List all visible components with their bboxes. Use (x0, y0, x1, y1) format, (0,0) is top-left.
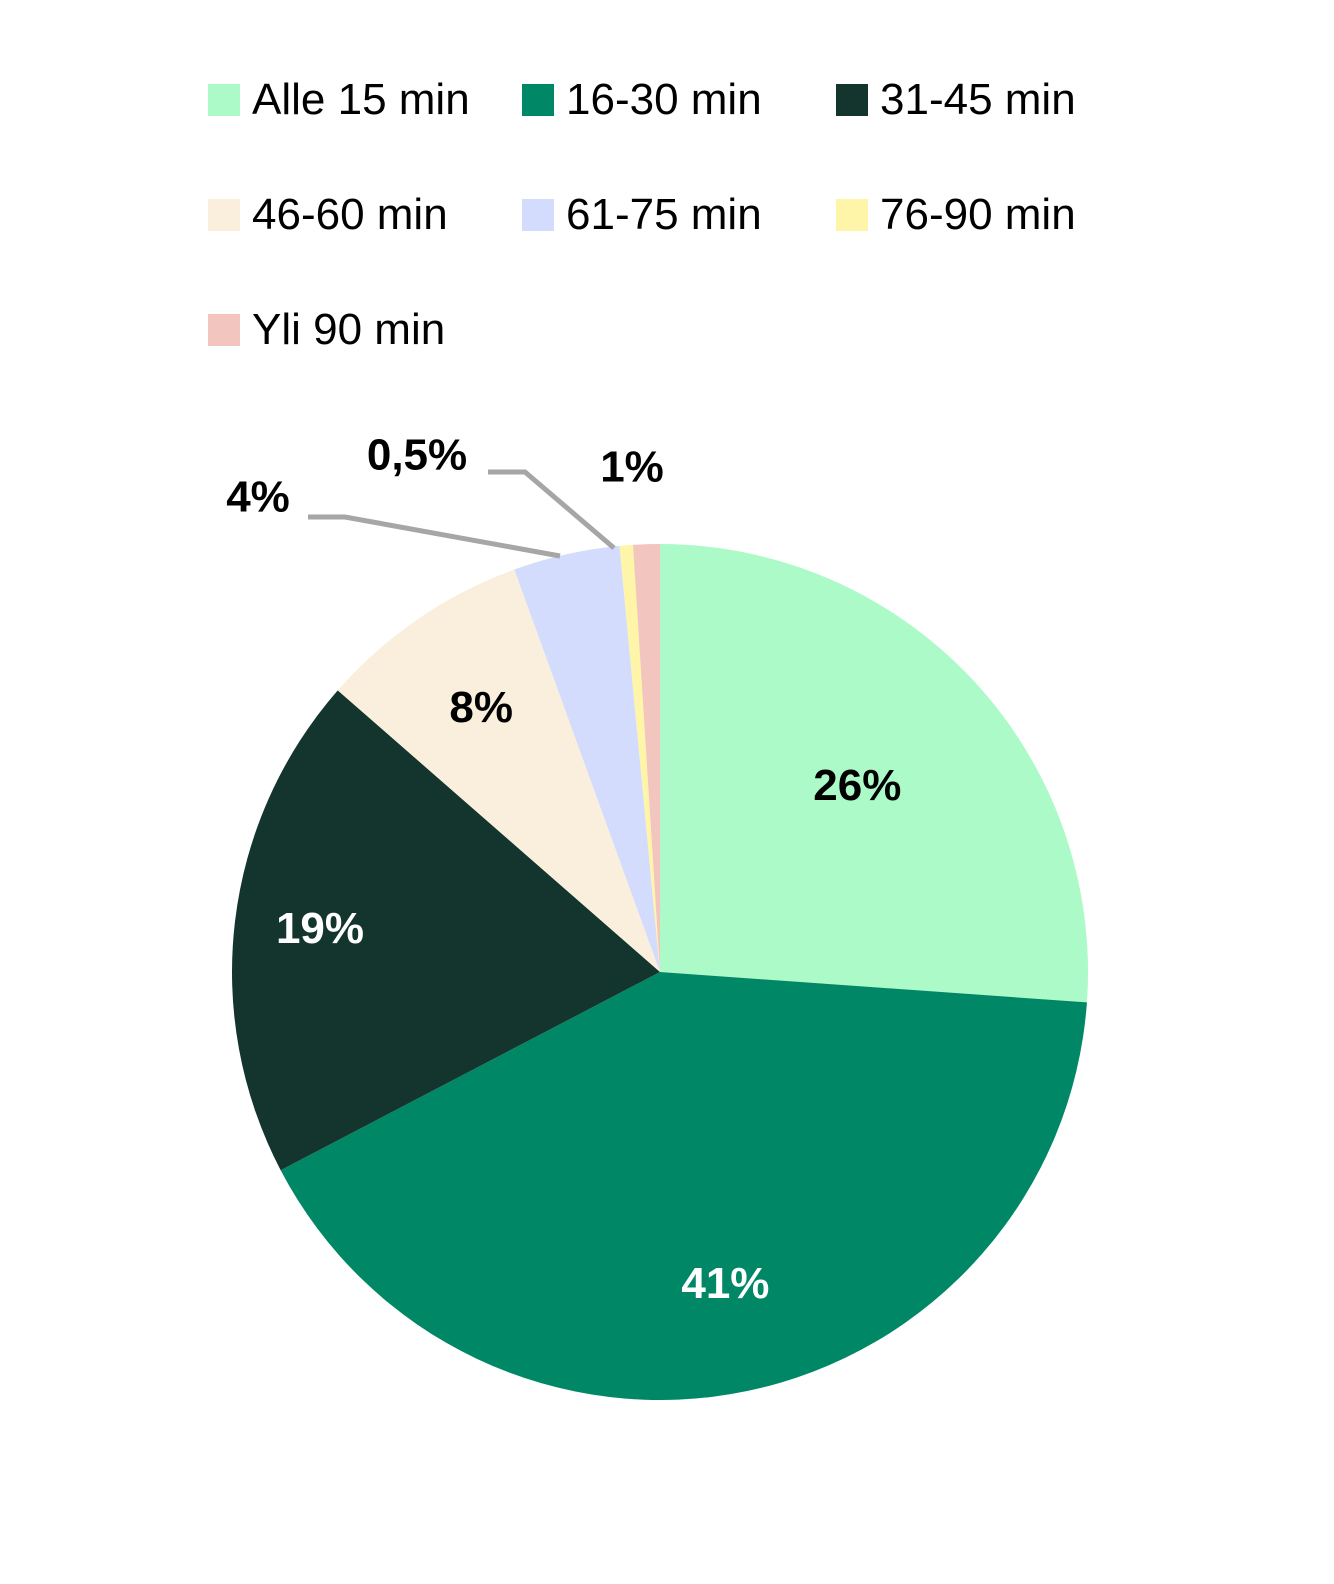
legend-label: Alle 15 min (252, 75, 470, 124)
legend-swatch (522, 199, 554, 231)
legend-item: 31-45 min (836, 70, 1076, 130)
pie-slice (231, 690, 660, 1171)
legend-item: 16-30 min (522, 70, 762, 130)
data-label: 0,5% (367, 431, 467, 480)
legend-label: 76-90 min (880, 190, 1076, 239)
data-label: 4% (226, 473, 290, 522)
pie-slices (231, 543, 1088, 1401)
legend-label: 46-60 min (252, 190, 448, 239)
pie-slice (514, 545, 660, 972)
leader-lines (308, 469, 616, 559)
leader-line (488, 469, 616, 550)
pie-slice (337, 569, 660, 972)
legend-label: Yli 90 min (252, 305, 446, 354)
legend-label: 61-75 min (566, 190, 762, 239)
pie-slice (632, 543, 660, 972)
legend-swatch (836, 199, 868, 231)
legend-swatch (836, 84, 868, 116)
legend-item: 76-90 min (836, 185, 1076, 245)
legend-item: 46-60 min (208, 185, 448, 245)
legend-item: Alle 15 min (208, 70, 470, 130)
data-label: 26% (813, 761, 901, 810)
data-label: 8% (449, 683, 513, 732)
legend-item: Yli 90 min (208, 300, 445, 360)
pie-slice (280, 972, 1087, 1401)
legend-label: 31-45 min (880, 75, 1076, 124)
data-label: 19% (276, 904, 364, 953)
leader-line (308, 514, 561, 559)
legend-label: 16-30 min (566, 75, 762, 124)
pie-slice (660, 544, 1088, 1003)
legend-swatch (522, 84, 554, 116)
legend-swatch (208, 314, 240, 346)
data-label: 41% (681, 1259, 769, 1308)
legend-item: 61-75 min (522, 185, 762, 245)
legend-swatch (208, 199, 240, 231)
pie-slice (619, 544, 660, 972)
legend-swatch (208, 84, 240, 116)
data-label: 1% (600, 443, 664, 492)
data-labels: 26% 41% 19% 8% 4% 0,5% 1% (226, 431, 901, 1308)
